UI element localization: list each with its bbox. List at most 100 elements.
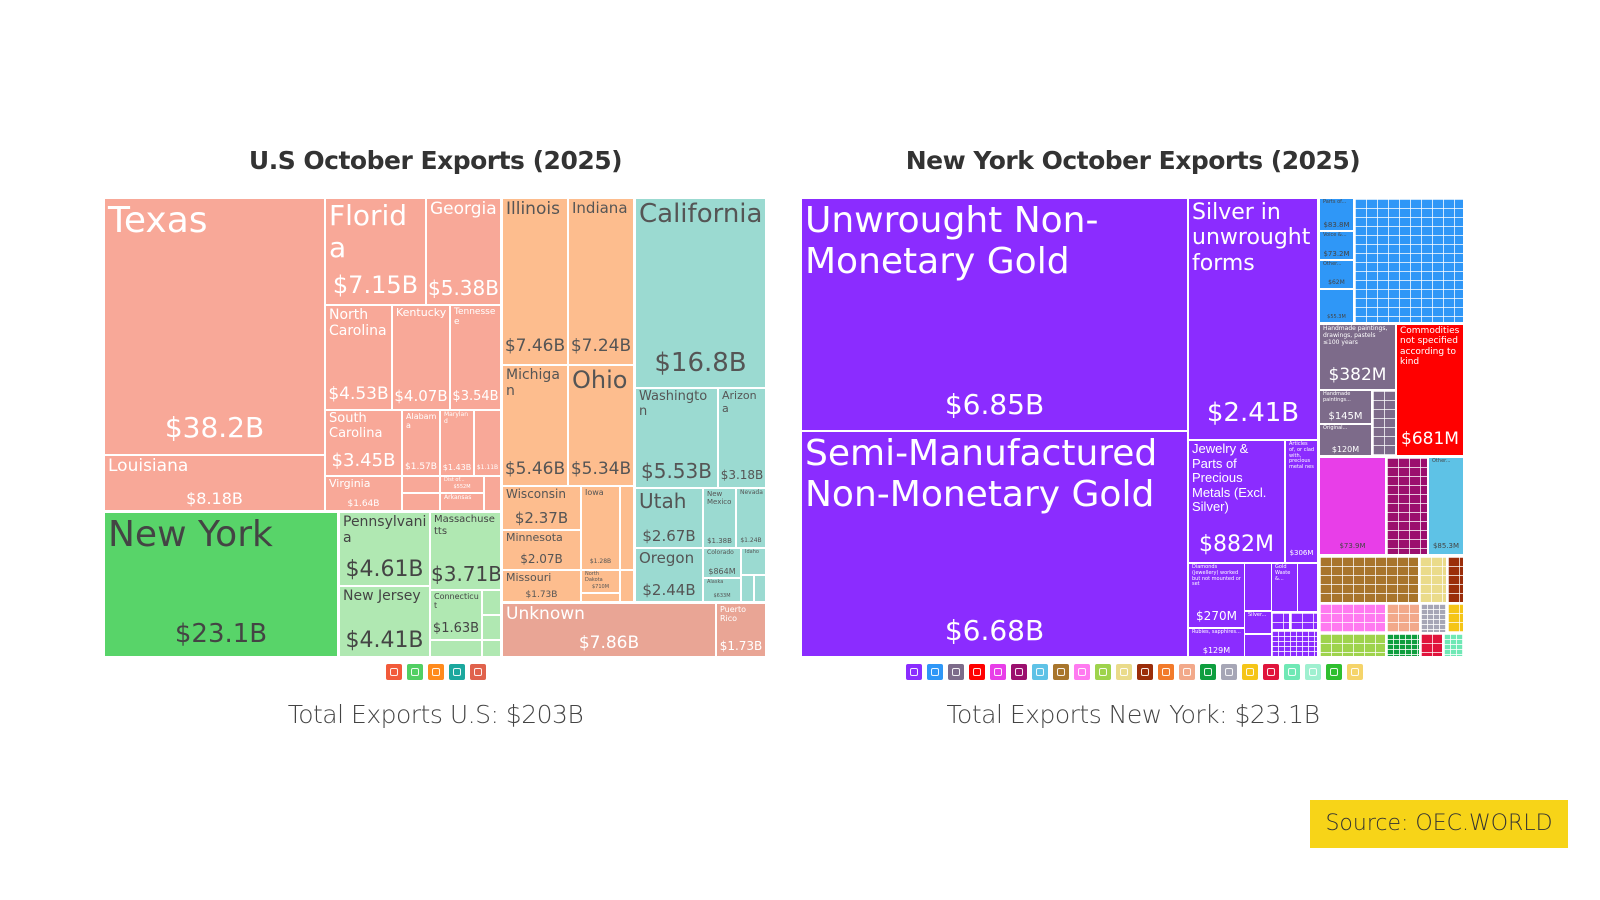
- region-icon[interactable]: [449, 664, 465, 680]
- region-icon[interactable]: [407, 664, 423, 680]
- tile-minor[interactable]: [1420, 557, 1446, 602]
- region-icon[interactable]: [386, 664, 402, 680]
- tile-original[interactable]: Original... $120M: [1320, 425, 1371, 455]
- tile-connecticut[interactable]: Connecticut $1.63B: [431, 591, 481, 639]
- tile-north-dakota[interactable]: North Dakota $710M: [582, 571, 619, 592]
- tile-illinois[interactable]: Illinois $7.46B: [503, 199, 567, 364]
- tile-minor[interactable]: [1291, 613, 1317, 629]
- tile-voice[interactable]: Voice &... $73.2M: [1320, 232, 1353, 259]
- tile-new-york[interactable]: New York $23.1B: [105, 513, 337, 656]
- tile-texas[interactable]: Texas $38.2B: [105, 199, 324, 454]
- tile-minor[interactable]: [621, 571, 633, 601]
- tile-minor[interactable]: [483, 591, 500, 614]
- gem-icon[interactable]: [906, 664, 922, 680]
- tile-arkansas[interactable]: Arkansas: [441, 494, 483, 510]
- tile-massachusetts[interactable]: Massachusetts $3.71B: [431, 513, 500, 589]
- tile-silver[interactable]: Silver...: [1245, 612, 1271, 633]
- food-icon[interactable]: [1116, 664, 1132, 680]
- gauge-icon[interactable]: [1011, 664, 1027, 680]
- region-icon[interactable]: [470, 664, 486, 680]
- plant-icon[interactable]: [1095, 664, 1111, 680]
- tile-1-11b[interactable]: $1.11B: [475, 411, 500, 475]
- painting-icon[interactable]: [948, 664, 964, 680]
- tile-minor[interactable]: [1320, 557, 1418, 602]
- tile-minor[interactable]: [1320, 634, 1385, 656]
- leather-icon[interactable]: [1179, 664, 1195, 680]
- tile-other[interactable]: Other... $85.3M: [1429, 458, 1463, 554]
- tile-michigan[interactable]: Michigan $5.46B: [503, 366, 567, 485]
- tile-minor[interactable]: [1355, 199, 1463, 322]
- shoe-icon[interactable]: [1284, 664, 1300, 680]
- tile-minor[interactable]: [1444, 634, 1463, 656]
- chemical-icon[interactable]: [1158, 664, 1174, 680]
- tile-indiana[interactable]: Indiana $7.24B: [569, 199, 633, 364]
- paper-icon[interactable]: [1074, 664, 1090, 680]
- flask-icon[interactable]: [990, 664, 1006, 680]
- tile-missouri[interactable]: Missouri $1.73B: [503, 571, 580, 601]
- tile-73-9m[interactable]: $73.9M: [1320, 458, 1385, 554]
- tile-minor[interactable]: [483, 616, 500, 639]
- tile-oregon[interactable]: Oregon $2.44B: [636, 549, 702, 601]
- tile-arizona[interactable]: Arizona $3.18B: [719, 389, 765, 487]
- tile-new-jersey[interactable]: New Jersey $4.41B: [340, 587, 429, 656]
- region-icon[interactable]: [428, 664, 444, 680]
- tile-minor[interactable]: [1448, 604, 1463, 632]
- tile-semi-manufactured-non-monetary-gold[interactable]: Semi-Manufactured Non-Monetary Gold $6.68…: [802, 432, 1187, 656]
- tile-silver-in-unwrought-forms[interactable]: Silver in unwrought forms $2.41B: [1189, 199, 1317, 439]
- tile-minor[interactable]: [582, 594, 619, 601]
- tile-55-3m[interactable]: $55.3M: [1320, 290, 1353, 322]
- tile-minor[interactable]: [1320, 604, 1385, 632]
- tile-minor[interactable]: [1272, 631, 1317, 656]
- tile-dist-of[interactable]: Dist of... $552M: [441, 477, 483, 492]
- tile-minor[interactable]: [621, 487, 633, 569]
- tile-minor[interactable]: [403, 477, 439, 492]
- tile-ohio[interactable]: Ohio $5.34B: [569, 366, 633, 485]
- tile-other[interactable]: Other... $62M: [1320, 261, 1353, 288]
- tile-california[interactable]: California $16.8B: [636, 199, 765, 387]
- tile-minor[interactable]: [1387, 604, 1419, 632]
- tile-minor[interactable]: [1421, 604, 1446, 632]
- tile-minor[interactable]: [1387, 634, 1419, 656]
- tile-parts-of[interactable]: Parts of... $83.8M: [1320, 199, 1353, 230]
- tile-minor[interactable]: [742, 576, 753, 601]
- tile-minor[interactable]: [1245, 564, 1271, 610]
- tile-minor[interactable]: [1298, 564, 1317, 611]
- tile-alabama[interactable]: Alabama $1.57B: [403, 411, 439, 475]
- wood-icon[interactable]: [1053, 664, 1069, 680]
- tile-nevada[interactable]: Nevada $1.24B: [737, 489, 765, 547]
- tile-washington[interactable]: Washington $5.53B: [636, 389, 717, 487]
- tile-rubies-sapphires[interactable]: Rubies, sapphires... $129M: [1189, 629, 1244, 656]
- tile-minor[interactable]: [431, 641, 481, 656]
- tile-minor[interactable]: [1421, 634, 1442, 656]
- tile-pennsylvania[interactable]: Pennsylvania $4.61B: [340, 513, 429, 585]
- tile-new-mexico[interactable]: New Mexico $1.38B: [704, 489, 735, 547]
- tile-minnesota[interactable]: Minnesota $2.07B: [503, 531, 580, 569]
- tile-kentucky[interactable]: Kentucky $4.07B: [393, 306, 449, 409]
- mineral-icon[interactable]: [1326, 664, 1342, 680]
- tile-idaho[interactable]: Idaho: [742, 549, 765, 574]
- tile-minor[interactable]: [483, 641, 500, 656]
- tile-virginia[interactable]: Virginia $1.64B: [326, 477, 401, 510]
- tile-florida[interactable]: Florida $7.15B: [326, 199, 425, 304]
- tile-minor[interactable]: [1245, 635, 1271, 656]
- tile-alaska[interactable]: Alaska $633M: [704, 579, 740, 601]
- tile-puerto-rico[interactable]: Puerto Rico $1.73B: [717, 604, 765, 656]
- tile-commodities-not-specified-according-to-kind[interactable]: Commodities not specified according to k…: [1397, 325, 1463, 455]
- tool-icon[interactable]: [1137, 664, 1153, 680]
- tile-colorado[interactable]: Colorado $864M: [704, 549, 740, 577]
- tile-minor[interactable]: [1373, 391, 1395, 455]
- tile-minor[interactable]: [403, 494, 439, 510]
- tile-south-carolina[interactable]: South Carolina $3.45B: [326, 411, 401, 475]
- tile-handmade-paintings[interactable]: Handmade paintings... $145M: [1320, 391, 1371, 423]
- tile-georgia[interactable]: Georgia $5.38B: [427, 199, 500, 304]
- weapon-icon[interactable]: [1305, 664, 1321, 680]
- box-icon[interactable]: [969, 664, 985, 680]
- oil-icon[interactable]: [1347, 664, 1363, 680]
- tile-minor[interactable]: [1448, 557, 1463, 602]
- tile-gold-waste[interactable]: Gold Waste &...: [1272, 564, 1297, 611]
- animal-icon[interactable]: [1242, 664, 1258, 680]
- textile-icon[interactable]: [1032, 664, 1048, 680]
- tile-maryland[interactable]: Maryland $1.43B: [441, 411, 473, 475]
- tile-louisiana[interactable]: Louisiana $8.18B: [105, 456, 324, 510]
- tile-diamonds-jewellery-worked-but-not-mounted-or-set[interactable]: Diamonds (jewellery) worked but not moun…: [1189, 564, 1244, 627]
